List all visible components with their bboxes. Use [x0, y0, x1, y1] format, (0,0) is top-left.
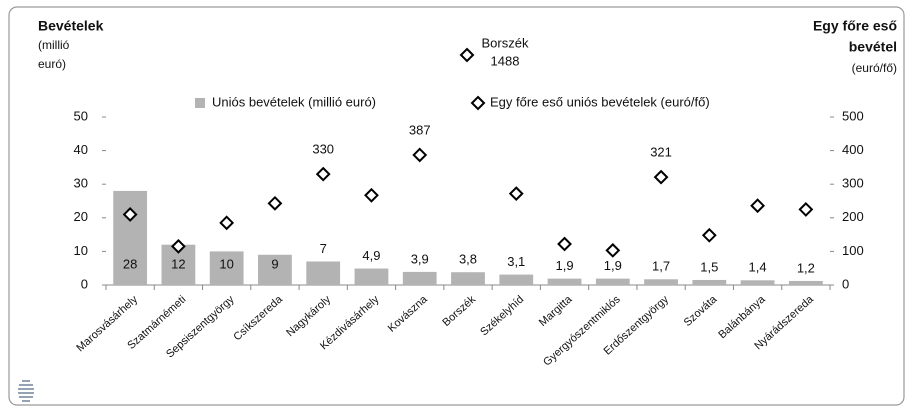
bar	[402, 271, 437, 285]
legend-label: Uniós bevételek (millió euró)	[212, 94, 376, 109]
y2-axis-title: (euró/fő)	[852, 61, 897, 75]
marker	[605, 242, 621, 258]
y2-tick-label: 300	[842, 176, 864, 191]
marker	[267, 195, 283, 211]
marker	[750, 198, 766, 214]
y2-tick-label: 100	[842, 243, 864, 258]
marker	[122, 207, 138, 222]
legend-swatch	[195, 98, 205, 108]
bar	[354, 268, 389, 285]
x-tick-label: Szováta	[682, 293, 720, 329]
y-tick-label: 30	[74, 176, 88, 191]
bar	[499, 274, 534, 285]
x-tick-label: Margitta	[537, 293, 575, 329]
marker-value-label: 330	[312, 142, 334, 157]
marker	[653, 169, 669, 185]
bar-value-label: 28	[123, 256, 137, 271]
y2-tick-label: 0	[842, 276, 849, 291]
legend-swatch	[470, 95, 486, 111]
bar	[788, 280, 823, 285]
y2-axis-title: Egy főre eső	[813, 18, 897, 34]
bar-value-label: 1,2	[797, 260, 815, 275]
bar	[258, 254, 292, 285]
y-axis-title: (millió	[38, 38, 70, 52]
bar-value-label: 1,4	[749, 260, 767, 275]
marker-value-label: 1488	[491, 53, 520, 68]
legend-label: Egy főre eső uniós bevételek (euró/fő)	[490, 94, 710, 109]
y2-tick-label: 200	[842, 209, 864, 224]
bar-value-label: 7	[320, 241, 327, 256]
marker-value-label: 321	[650, 145, 672, 160]
bar	[644, 279, 678, 285]
bar-value-label: 1,9	[604, 258, 622, 273]
bar-value-label: 3,8	[459, 252, 477, 267]
marker	[219, 215, 235, 231]
y2-axis-title: bevétel	[849, 39, 897, 55]
bar	[595, 278, 630, 285]
y2-tick-label: 400	[842, 142, 864, 157]
x-tick-label: Székelyhíd	[478, 293, 526, 338]
bar	[306, 261, 341, 285]
bar-value-label: 9	[271, 256, 278, 271]
bar-value-label: 3,9	[411, 251, 429, 266]
bar-value-label: 10	[219, 256, 233, 271]
x-tick-label: Kovászna	[386, 293, 431, 335]
y-tick-label: 20	[74, 209, 88, 224]
y-tick-label: 50	[74, 108, 88, 123]
x-tick-label: Csíkszereda	[231, 293, 285, 343]
bar	[209, 251, 244, 285]
marker	[170, 238, 186, 254]
annotation: Borszék	[482, 35, 529, 50]
x-tick-label: Nagykároly	[284, 293, 333, 339]
bar-value-label: 4,9	[362, 248, 380, 263]
bar	[451, 272, 485, 285]
bar-value-label: 1,5	[700, 259, 718, 274]
marker-value-label: 387	[409, 122, 431, 137]
marker	[701, 227, 717, 243]
marker	[459, 47, 475, 63]
bar	[547, 278, 582, 285]
marker	[364, 187, 379, 203]
bar-value-label: 1,7	[652, 259, 670, 274]
bar-value-label: 12	[171, 256, 185, 271]
y-tick-label: 0	[81, 276, 88, 291]
bar	[113, 190, 148, 285]
bar-value-label: 3,1	[507, 254, 525, 269]
x-tick-label: Borszék	[440, 293, 478, 329]
y-axis-title: euró)	[38, 57, 66, 71]
bar	[692, 279, 727, 285]
frame	[8, 6, 905, 406]
y-tick-label: 10	[74, 243, 88, 258]
x-tick-label: Balánbánya	[716, 293, 768, 341]
y-tick-label: 40	[74, 142, 88, 157]
marker	[508, 186, 524, 202]
logo	[18, 380, 34, 402]
marker	[557, 236, 572, 252]
bar-value-label: 1,9	[555, 258, 573, 273]
bar	[740, 280, 775, 285]
marker	[798, 201, 814, 217]
marker	[315, 166, 331, 182]
marker	[412, 147, 428, 163]
y-axis-title: Bevételek	[38, 18, 104, 34]
y2-tick-label: 500	[842, 108, 864, 123]
